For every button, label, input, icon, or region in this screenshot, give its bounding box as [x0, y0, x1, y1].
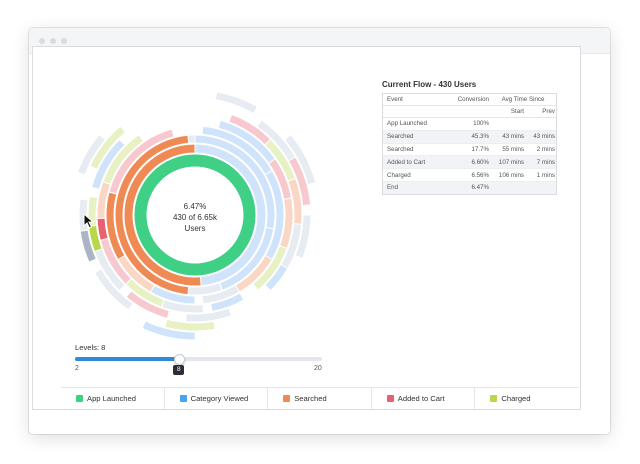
sunburst-segment[interactable]	[214, 91, 259, 115]
flow-row[interactable]: Searched 45.3% 43 mins 43 mins	[383, 130, 556, 144]
slider-max-label: 20	[314, 365, 322, 372]
window-dot-icon[interactable]	[39, 37, 45, 44]
flow-prev-time: 1 mins	[536, 171, 555, 179]
flow-prev-time: 7 mins	[536, 158, 555, 166]
flow-event: App Launched	[387, 120, 427, 128]
sunburst-chart[interactable]: 6.47% 430 of 6.65k Users	[49, 87, 319, 347]
header-start: Start	[510, 108, 524, 115]
slider-handle[interactable]	[174, 354, 186, 365]
slider-min-label: 2	[75, 365, 79, 372]
flow-row[interactable]: App Launched 100%	[383, 118, 556, 131]
flow-event: Charged	[387, 171, 411, 179]
flow-prev-time: 43 mins	[533, 133, 555, 141]
flow-start-time: 55 mins	[502, 145, 524, 153]
flow-row[interactable]: Charged 6.56% 106 mins 1 mins	[383, 169, 556, 182]
levels-slider[interactable]: 8	[75, 354, 322, 375]
center-unit: Users	[185, 224, 206, 233]
window-dot-icon[interactable]	[61, 37, 67, 44]
flow-start-time: 43 mins	[502, 133, 524, 141]
flow-event: Searched	[387, 133, 414, 141]
center-count: 430 of 6.65k	[173, 213, 218, 222]
flow-title: Current Flow - 430 Users	[382, 80, 477, 89]
legend-item[interactable]: Added to Cart	[372, 388, 476, 409]
header-conversion: Conversion	[457, 96, 489, 103]
flow-conversion: 6.47%	[471, 184, 489, 192]
flow-start-time: 107 mins	[498, 158, 524, 166]
flow-row[interactable]: Added to Cart 6.60% 107 mins 7 mins	[383, 156, 556, 170]
window-dot-icon[interactable]	[50, 37, 56, 44]
legend-item[interactable]: Searched	[268, 388, 372, 409]
legend-label: Charged	[501, 394, 531, 403]
legend-label: App Launched	[87, 394, 136, 403]
flow-event: End	[387, 184, 399, 192]
sunburst-segment[interactable]	[164, 318, 216, 332]
legend-item[interactable]: App Launched	[61, 388, 165, 409]
sunburst-segment[interactable]	[87, 195, 99, 227]
flow-conversion: 17.7%	[471, 145, 489, 153]
legend-swatch	[386, 395, 394, 402]
flow-conversion: 6.60%	[471, 158, 489, 166]
legend-label: Searched	[294, 394, 327, 403]
sunburst-segment[interactable]	[185, 307, 233, 323]
sunburst-segment[interactable]	[123, 143, 202, 287]
flow-event: Added to Cart	[387, 158, 426, 166]
sunburst-segment[interactable]	[210, 292, 245, 313]
levels-label: Levels: 8	[75, 343, 106, 352]
sunburst-segment[interactable]	[252, 245, 288, 291]
legend-item[interactable]: Category Viewed	[165, 388, 269, 409]
flow-prev-time: 2 mins	[536, 145, 555, 153]
sunburst-segment[interactable]	[108, 128, 175, 195]
flow-event: Searched	[387, 145, 414, 153]
sunburst-segment[interactable]	[264, 263, 289, 292]
flow-start-time: 106 mins	[498, 171, 524, 179]
sunburst-segment[interactable]	[187, 134, 196, 144]
flow-table: Event Conversion Avg Time Since Start Pr…	[382, 93, 557, 195]
legend-swatch	[283, 395, 291, 402]
sunburst-segment[interactable]	[287, 156, 312, 207]
sunburst-segment[interactable]	[89, 125, 127, 171]
sunburst-segment[interactable]	[93, 268, 134, 311]
flow-conversion: 6.56%	[471, 171, 489, 179]
current-flow-panel: Current Flow - 430 Users Event Conversio…	[382, 80, 557, 195]
header-event: Event	[387, 96, 403, 103]
sunburst-segment[interactable]	[294, 214, 312, 260]
sunburst-segment[interactable]	[125, 290, 170, 319]
center-percentage: 6.47%	[184, 202, 207, 211]
flow-row[interactable]: End 6.47%	[383, 181, 556, 194]
flow-subheader-row: Start Prev	[383, 106, 556, 118]
legend-swatch	[490, 395, 498, 402]
flow-row[interactable]: Searched 17.7% 55 mins 2 mins	[383, 144, 556, 157]
legend-swatch	[76, 395, 83, 402]
sunburst-segment[interactable]	[283, 133, 317, 186]
header-prev: Prev	[542, 108, 555, 115]
sunburst-segment[interactable]	[133, 153, 257, 277]
sunburst-segment[interactable]	[201, 284, 241, 305]
sunburst-segment[interactable]	[141, 320, 196, 341]
event-legend: App Launched Category Viewed Searched Added…	[61, 387, 578, 409]
flow-conversion: 45.3%	[471, 133, 489, 141]
sunburst-segment[interactable]	[102, 134, 145, 185]
sunburst-segment[interactable]	[91, 138, 126, 190]
slider-fill	[75, 357, 180, 361]
sunburst-segment[interactable]	[76, 133, 107, 176]
legend-item[interactable]: Charged	[475, 388, 578, 409]
flow-header-row: Event Conversion Avg Time Since	[383, 94, 556, 106]
slider-value-tooltip: 8	[173, 365, 185, 375]
header-avg-time: Avg Time Since	[501, 96, 545, 103]
flow-conversion: 100%	[473, 120, 489, 128]
legend-swatch	[179, 395, 187, 402]
legend-label: Category Viewed	[190, 394, 249, 403]
mouse-cursor-icon	[83, 213, 95, 229]
legend-label: Added to Cart	[397, 394, 445, 403]
